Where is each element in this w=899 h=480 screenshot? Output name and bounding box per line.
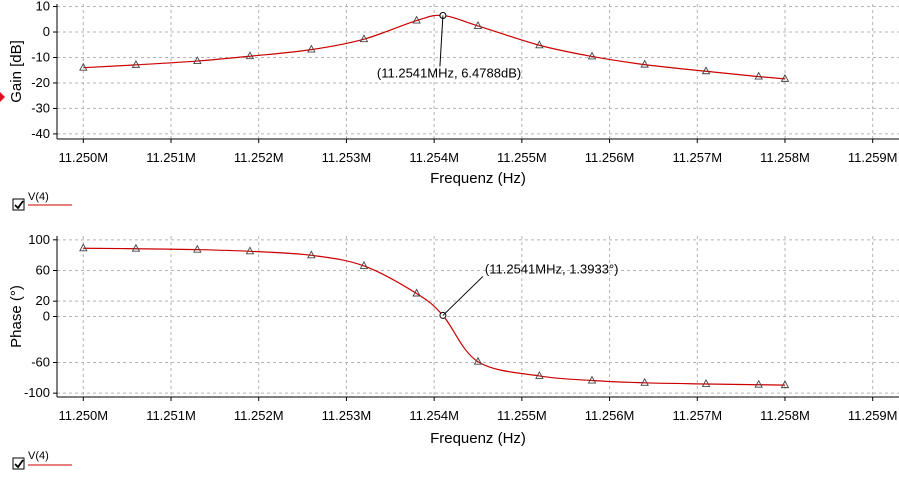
data-point-marker [79, 62, 88, 71]
x-tick-label: 11.257M [672, 150, 722, 165]
x-tick-label: 11.253M [322, 408, 372, 423]
x-tick-label: 11.255M [497, 408, 547, 423]
chart-panel-2: 100 60 200 -60 -100 11.250M 11.251M 11.252M 11.2… [8, 232, 899, 447]
y-tick-label: 20 [36, 293, 50, 308]
y-tick-label: -30 [31, 100, 50, 115]
x-tick-label: 11.254M [409, 150, 459, 165]
x-tick-label: 11.252M [234, 408, 284, 423]
legend-bottom[interactable]: V(4) [12, 450, 72, 470]
x-tick-label: 11.258M [760, 408, 810, 423]
y-tick-label: 0 [43, 24, 50, 39]
x-tick-label: 11.257M [672, 408, 722, 423]
data-point-marker [131, 59, 141, 68]
data-point-marker [193, 244, 202, 253]
legend-label: V(4) [28, 450, 49, 462]
data-point-marker [535, 40, 544, 49]
annotation-label: (11.2541MHz, 1.3933°) [485, 261, 619, 276]
data-point-marker [412, 288, 421, 297]
data-point-marker [307, 44, 316, 53]
data-point-marker [473, 356, 483, 365]
data-point-marker [640, 59, 649, 68]
annotation-leader [442, 276, 484, 316]
x-tick-label: 11.254M [409, 408, 459, 423]
data-point-marker [587, 51, 597, 60]
x-axis-label: Frequenz (Hz) [430, 430, 526, 447]
x-tick-label: 11.259M [848, 150, 898, 165]
data-point-marker [245, 51, 255, 60]
y-tick-label: -40 [31, 126, 50, 141]
x-tick-label: 11.252M [234, 150, 284, 165]
data-point-marker [754, 71, 763, 80]
data-point-marker [640, 377, 649, 386]
data-point-marker [701, 379, 711, 387]
x-axis-label: Frequenz (Hz) [430, 170, 526, 187]
y-tick-label: -100 [24, 385, 50, 400]
legend-checkbox[interactable] [12, 198, 25, 211]
y-tick-label: 60 [36, 263, 50, 278]
data-point-marker [131, 243, 141, 252]
chart-panel-1: 10 0 -10 -20 -30 -40 11.250M 11.251M 11.252M 11.2… [8, 0, 899, 187]
annotation-label: (11.2541MHz, 6.4788dB) [377, 66, 521, 81]
data-point-marker [473, 20, 483, 29]
data-point-marker [701, 66, 711, 75]
y-axis-label: Phase (°) [8, 285, 25, 348]
data-point-marker [535, 370, 544, 379]
annotation-leader [439, 15, 444, 67]
x-tick-label: 11.250M [58, 408, 108, 423]
data-point-marker [79, 243, 88, 252]
y-tick-label: 100 [28, 232, 50, 247]
legend-label: V(4) [28, 191, 49, 203]
legend-checkbox[interactable] [12, 457, 25, 470]
data-point-marker [193, 56, 202, 65]
x-tick-label: 11.258M [760, 150, 810, 165]
data-point-marker [412, 15, 421, 24]
data-point-marker [587, 375, 597, 384]
data-point-marker [307, 250, 316, 259]
x-tick-label: 11.259M [848, 408, 898, 423]
data-point-marker [245, 246, 255, 255]
y-tick-label: -60 [31, 355, 50, 370]
data-point-marker [780, 380, 790, 389]
x-tick-label: 11.255M [497, 150, 547, 165]
data-point-marker [754, 379, 763, 388]
x-tick-label: 11.251M [146, 150, 196, 165]
data-point-marker [359, 34, 369, 43]
x-tick-label: 11.250M [58, 150, 108, 165]
legend-top[interactable]: V(4) [12, 191, 72, 211]
x-tick-label: 11.256M [585, 408, 635, 423]
active-chart-marker [0, 92, 5, 102]
data-point-marker [780, 73, 790, 82]
y-tick-label: -10 [31, 49, 50, 64]
y-tick-label: 0 [43, 309, 50, 324]
x-tick-label: 11.256M [585, 150, 635, 165]
y-tick-label: -20 [31, 75, 50, 90]
x-tick-label: 11.253M [322, 150, 372, 165]
y-axis-label: Gain [dB] [8, 40, 25, 103]
data-point-marker [359, 260, 369, 269]
x-tick-label: 11.251M [146, 408, 196, 423]
y-tick-label: 10 [36, 0, 50, 14]
